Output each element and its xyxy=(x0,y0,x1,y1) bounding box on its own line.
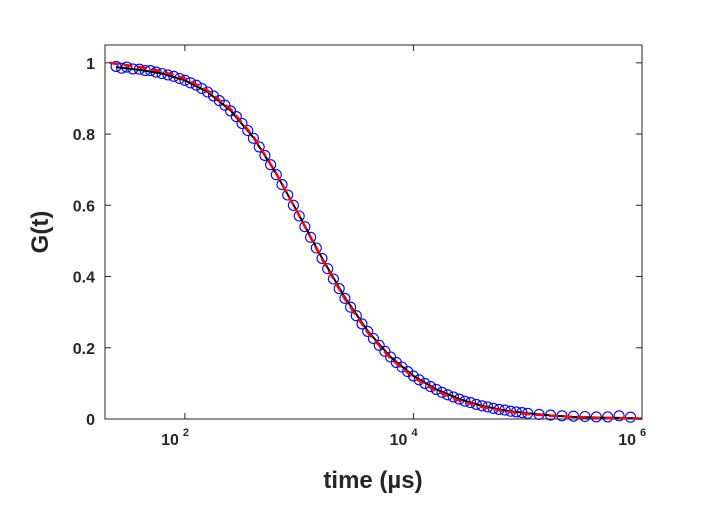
data-point xyxy=(110,60,122,72)
x-axis-label: time (µs) xyxy=(323,467,422,494)
y-axis-label: G(t) xyxy=(27,211,54,254)
data-point xyxy=(219,99,231,111)
data-point xyxy=(196,82,208,95)
data-point xyxy=(419,377,431,389)
data-point xyxy=(253,141,265,153)
data-point xyxy=(476,400,488,412)
series-layer xyxy=(109,60,643,423)
data-point xyxy=(202,86,214,98)
data-point xyxy=(236,117,248,129)
data-point xyxy=(373,339,385,351)
data-point xyxy=(299,221,311,233)
x-tick-exponent: 4 xyxy=(411,427,418,439)
data-point xyxy=(436,386,448,398)
data-point xyxy=(282,189,294,201)
data-point xyxy=(447,391,459,403)
data-point xyxy=(287,199,299,211)
data-point xyxy=(407,370,419,382)
x-tick-exponent: 2 xyxy=(183,427,189,439)
y-tick-label: 0 xyxy=(86,412,95,429)
x-tick-label: 10 xyxy=(161,432,179,449)
data-point xyxy=(293,210,305,222)
plot-area xyxy=(104,44,643,420)
data-point xyxy=(333,283,345,295)
data-point xyxy=(179,74,191,86)
data-point xyxy=(379,345,391,357)
data-point xyxy=(225,105,237,117)
data-point xyxy=(310,242,322,254)
data-point xyxy=(356,318,368,330)
data-point xyxy=(339,292,351,304)
y-tick-label: 0.8 xyxy=(73,127,95,144)
data-point xyxy=(316,252,328,264)
x-tick-label: 10 xyxy=(390,432,408,449)
data-point xyxy=(259,149,271,161)
x-tick-label: 10 xyxy=(618,432,636,449)
data-point xyxy=(276,179,288,191)
y-tick-label: 1 xyxy=(86,56,95,73)
y-tick-label: 0.6 xyxy=(73,198,95,215)
data-point xyxy=(270,169,282,181)
data-point xyxy=(247,132,259,144)
data-point xyxy=(242,124,254,137)
data-point xyxy=(413,374,425,386)
data-point xyxy=(465,397,477,409)
data-point xyxy=(362,325,374,337)
y-tick-label: 0.4 xyxy=(73,270,95,287)
x-tick-exponent: 6 xyxy=(640,427,646,439)
data-point xyxy=(430,383,442,395)
data-point xyxy=(190,79,202,91)
data-point xyxy=(613,410,625,422)
data-point xyxy=(367,332,379,345)
data-point xyxy=(402,366,414,378)
data-point xyxy=(230,111,242,123)
data-point xyxy=(265,159,277,171)
fit-line-dashed xyxy=(109,61,643,420)
data-point xyxy=(425,381,437,393)
y-tick-label: 0.2 xyxy=(73,341,95,358)
data-point xyxy=(327,273,339,285)
data-point xyxy=(350,310,362,322)
data-point xyxy=(345,301,357,313)
data-point xyxy=(305,231,317,243)
data-point xyxy=(322,263,334,275)
